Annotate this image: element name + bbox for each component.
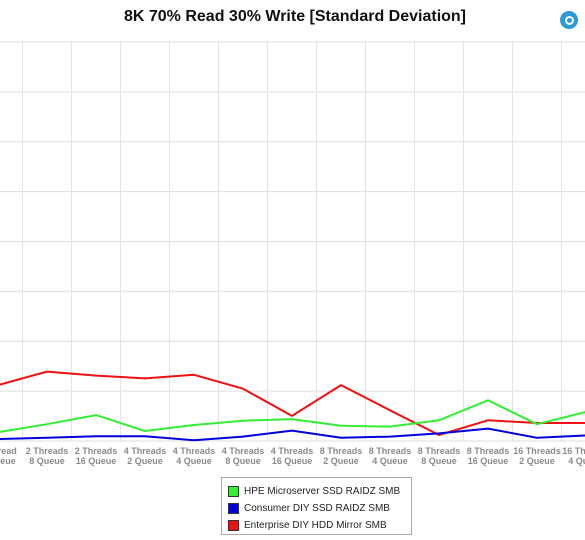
x-tick-label: 8 Queue [421,456,457,466]
x-tick-label: 4 Queue [372,456,408,466]
legend-item-consumer[interactable]: Consumer DIY SSD RAIDZ SMB [228,500,411,517]
chart-legend: HPE Microserver SSD RAIDZ SMB Consumer D… [221,477,412,535]
x-tick-label: 8 Queue [29,456,65,466]
legend-label-consumer: Consumer DIY SSD RAIDZ SMB [244,503,390,514]
x-tick-label: 8 Threads [320,446,363,456]
chart-title: 8K 70% Read 30% Write [Standard Deviatio… [123,8,467,25]
x-tick-label: 16 Queue [468,456,509,466]
legend-item-hpe[interactable]: HPE Microserver SSD RAIDZ SMB [228,483,411,500]
x-tick-label: 16 Queue [76,456,117,466]
x-tick-label: 2 Threads [75,446,118,456]
x-tick-label: 16 Threads [513,446,561,456]
series-layer [0,370,585,442]
x-tick-label: 1 Queue [0,456,16,466]
x-tick-label: 4 Threads [271,446,314,456]
series-line-2 [0,370,585,436]
x-tick-label: 8 Threads [369,446,412,456]
x-tick-label: 16 Threads [562,446,585,456]
x-tick-label: 8 Threads [418,446,461,456]
x-tick-label: 2 Threads [26,446,69,456]
x-tick-label: 4 Queue [568,456,585,466]
chart-menu-icon[interactable] [560,11,578,29]
legend-label-hpe: HPE Microserver SSD RAIDZ SMB [244,486,401,497]
x-tick-label: 4 Threads [222,446,265,456]
x-tick-label: 2 Queue [519,456,555,466]
legend-swatch-hpe [228,486,239,497]
x-tick-label: 8 Queue [225,456,261,466]
series-line-0 [0,399,585,433]
x-tick-label: 4 Queue [176,456,212,466]
legend-swatch-enterprise [228,520,239,531]
legend-item-enterprise[interactable]: Enterprise DIY HDD Mirror SMB [228,517,411,534]
x-tick-label: 16 Queue [272,456,313,466]
x-tick-label: 4 Threads [173,446,216,456]
x-tick-label: 2 Queue [127,456,163,466]
legend-label-enterprise: Enterprise DIY HDD Mirror SMB [244,520,387,531]
grid-layer [0,41,585,442]
x-tick-label: 1 Thread [0,446,17,456]
legend-swatch-consumer [228,503,239,514]
x-tick-label: 4 Threads [124,446,167,456]
x-tick-label: 2 Queue [323,456,359,466]
x-tick-label: 8 Threads [467,446,510,456]
series-line-1 [0,427,585,442]
